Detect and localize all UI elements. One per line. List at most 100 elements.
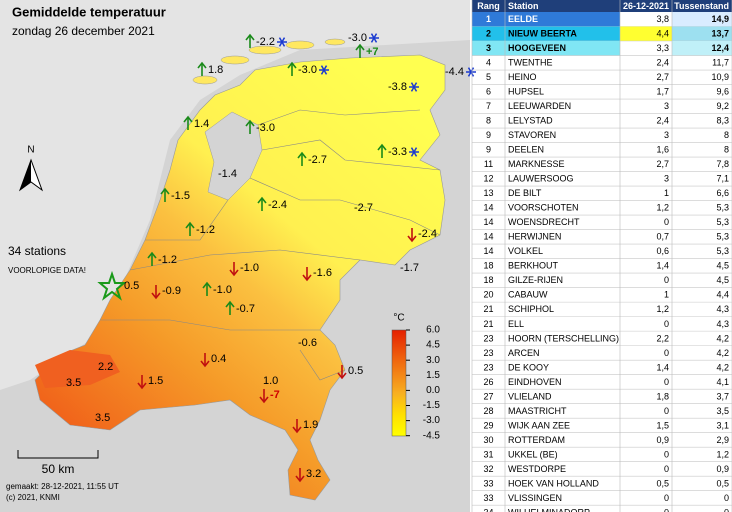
cell-highlight [672,12,732,27]
arrow-head [183,115,193,123]
table-cell: 0 [664,449,669,459]
snowflake [370,33,378,43]
map-subtitle: zondag 26 december 2021 [12,24,155,38]
station-value: 1.5 [148,375,163,387]
table-cell: 4,1 [716,377,729,387]
table-cell: 4,5 [716,261,729,271]
table-cell: 21 [483,319,493,329]
table-cell: HOORN (TERSCHELLING) [508,333,619,343]
table-cell: 3,5 [716,406,729,416]
table-cell: 0 [664,348,669,358]
station-value: -3.8 [388,81,407,93]
station-value: -1.7 [400,262,419,274]
table-cell: NIEUW BEERTA [508,29,577,39]
table-cell: ELL [508,319,524,329]
arrow-head [245,119,255,127]
table-cell: VOORSCHOTEN [508,203,579,213]
snowflake [467,67,475,77]
table-cell: EELDE [508,14,538,24]
table-cell: 1,8 [656,391,669,401]
table-cell: 9 [486,130,491,140]
table-cell: 3 [664,174,669,184]
arrow-head [377,143,387,151]
table-cell: SCHIPHOL [508,304,554,314]
table-cell: 8 [724,145,729,155]
table-cell: 0,5 [716,478,729,488]
table-cell: 4,5 [716,275,729,285]
station-value: -2.7 [354,202,373,214]
table-cell: 2,4 [656,116,669,126]
station-value: -2.4 [418,228,437,240]
table-cell: 7,1 [716,174,729,184]
table-cell: DE KOOY [508,362,549,372]
table-cell: 1,2 [656,203,669,213]
station-value: -2.7 [308,154,327,166]
table-cell: 1 [664,290,669,300]
header-cell: 26-12-2021 [623,1,669,11]
snowflake [320,65,328,75]
table-cell: 23 [483,362,493,372]
cell-highlight [620,26,672,42]
table-cell: 10,9 [711,72,729,82]
table-cell: 1,4 [656,261,669,271]
table-cell: HUPSEL [508,87,544,97]
arrow-head [185,221,195,229]
table-cell: 0,6 [656,246,669,256]
arrow-head [292,426,302,434]
table-cell: EINDHOVEN [508,377,562,387]
station-value: -0.6 [298,337,317,349]
table-cell: 1,6 [656,145,669,155]
station-value: 1.8 [208,64,223,76]
table-cell: 33 [483,478,493,488]
table-cell: 4,2 [716,333,729,343]
arrow-head [197,61,207,69]
table-cell: DEELEN [508,145,544,155]
station-value: -3.3 [388,146,407,158]
table-cell: 3,3 [656,43,669,53]
station-value: -2.4 [268,199,287,211]
table-cell: 4,2 [716,348,729,358]
table-cell: 14,9 [711,14,729,24]
table-cell: 4 [486,58,491,68]
table-cell: WIJK AAN ZEE [508,420,570,430]
arrow-head [225,300,235,308]
table-cell: 0,9 [716,464,729,474]
station-value: 1.4 [194,118,209,130]
table-background [470,0,732,512]
arrow-head [151,292,161,300]
table-cell: 2,4 [656,58,669,68]
arrow-head [137,382,147,390]
table-cell: 12 [483,174,493,184]
legend-tick-label: 1.5 [426,370,440,381]
table-cell: 1,2 [656,304,669,314]
snowflake [410,82,418,92]
arrow-head [407,235,417,243]
table-cell: 14 [483,246,493,256]
table-cell: HEINO [508,72,537,82]
station-value: 3.5 [66,377,81,389]
station-value: 1.9 [303,419,318,431]
table-cell: 23 [483,348,493,358]
cell-highlight [672,41,732,56]
notice: VOORLOPIGE DATA! [8,266,86,275]
table-cell: 30 [483,435,493,445]
station-value: -3.0 [256,122,275,134]
province-borders [100,109,441,381]
table-cell: 5,3 [716,246,729,256]
table-cell: HOOGEVEEN [508,43,566,53]
legend-tick-label: 3.0 [426,355,440,366]
table-cell: TWENTHE [508,58,553,68]
table-cell: 0 [664,464,669,474]
table-cell: 5 [486,72,491,82]
table-cell: ARCEN [508,348,540,358]
table-cell: 2,9 [716,435,729,445]
station-value: -1.2 [158,254,177,266]
wadden-islands [192,38,346,85]
table-cell: 13,7 [711,29,729,39]
table-cell: WILHELMINADORP [508,507,590,512]
table-cell: 3,8 [656,14,669,24]
header-cell: Tussenstand [674,1,729,11]
table-cell: DE BILT [508,188,542,198]
table-cell: 1,2 [716,449,729,459]
arrow-head [147,251,157,259]
